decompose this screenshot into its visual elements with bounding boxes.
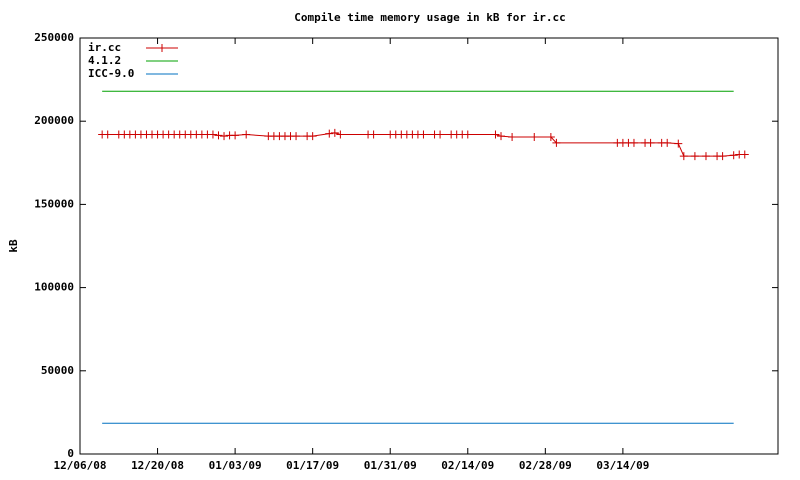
x-tick-label: 02/14/09 xyxy=(441,459,494,472)
data-point xyxy=(679,152,688,161)
data-point xyxy=(674,139,683,148)
data-point xyxy=(729,151,738,160)
data-point xyxy=(231,131,240,140)
x-tick-label: 02/28/09 xyxy=(519,459,572,472)
y-tick-label: 100000 xyxy=(34,281,74,294)
x-tick-label: 01/17/09 xyxy=(286,459,339,472)
data-point xyxy=(369,130,378,139)
data-point xyxy=(718,152,727,161)
data-point xyxy=(436,130,445,139)
data-point xyxy=(646,138,655,147)
data-point xyxy=(330,128,339,137)
data-point xyxy=(552,138,561,147)
legend-label: ICC-9.0 xyxy=(88,67,134,80)
data-point xyxy=(214,131,223,140)
y-tick-label: 50000 xyxy=(41,364,74,377)
data-point xyxy=(220,132,229,141)
chart-title: Compile time memory usage in kB for ir.c… xyxy=(294,11,566,24)
x-tick-label: 01/31/09 xyxy=(364,459,417,472)
plot-border xyxy=(79,37,779,455)
y-tick-label: 150000 xyxy=(34,197,74,210)
data-point xyxy=(546,133,555,142)
data-point xyxy=(491,130,500,139)
x-tick-label: 01/03/09 xyxy=(209,459,262,472)
data-point xyxy=(508,133,517,142)
data-point xyxy=(292,132,301,141)
y-tick-label: 200000 xyxy=(34,114,74,127)
x-tick-label: 12/06/08 xyxy=(54,459,107,472)
legend-label: 4.1.2 xyxy=(88,54,121,67)
data-point xyxy=(308,132,317,141)
data-point xyxy=(497,132,506,141)
y-tick-label: 250000 xyxy=(34,31,74,44)
data-point xyxy=(663,138,672,147)
data-point xyxy=(208,130,217,139)
y-tick-label: 0 xyxy=(67,447,74,460)
data-point xyxy=(336,130,345,139)
data-point xyxy=(103,130,112,139)
data-point xyxy=(530,133,539,142)
data-point xyxy=(419,130,428,139)
data-point xyxy=(690,152,699,161)
data-point xyxy=(242,130,251,139)
data-point xyxy=(325,129,334,138)
legend-marker xyxy=(158,44,166,52)
x-tick-label: 03/14/09 xyxy=(596,459,649,472)
x-tick-label: 12/20/08 xyxy=(131,459,184,472)
data-point xyxy=(463,130,472,139)
legend-label: ir.cc xyxy=(88,41,121,54)
data-point xyxy=(629,138,638,147)
data-point xyxy=(701,152,710,161)
data-point xyxy=(740,150,749,159)
y-axis-label: kB xyxy=(7,239,20,253)
